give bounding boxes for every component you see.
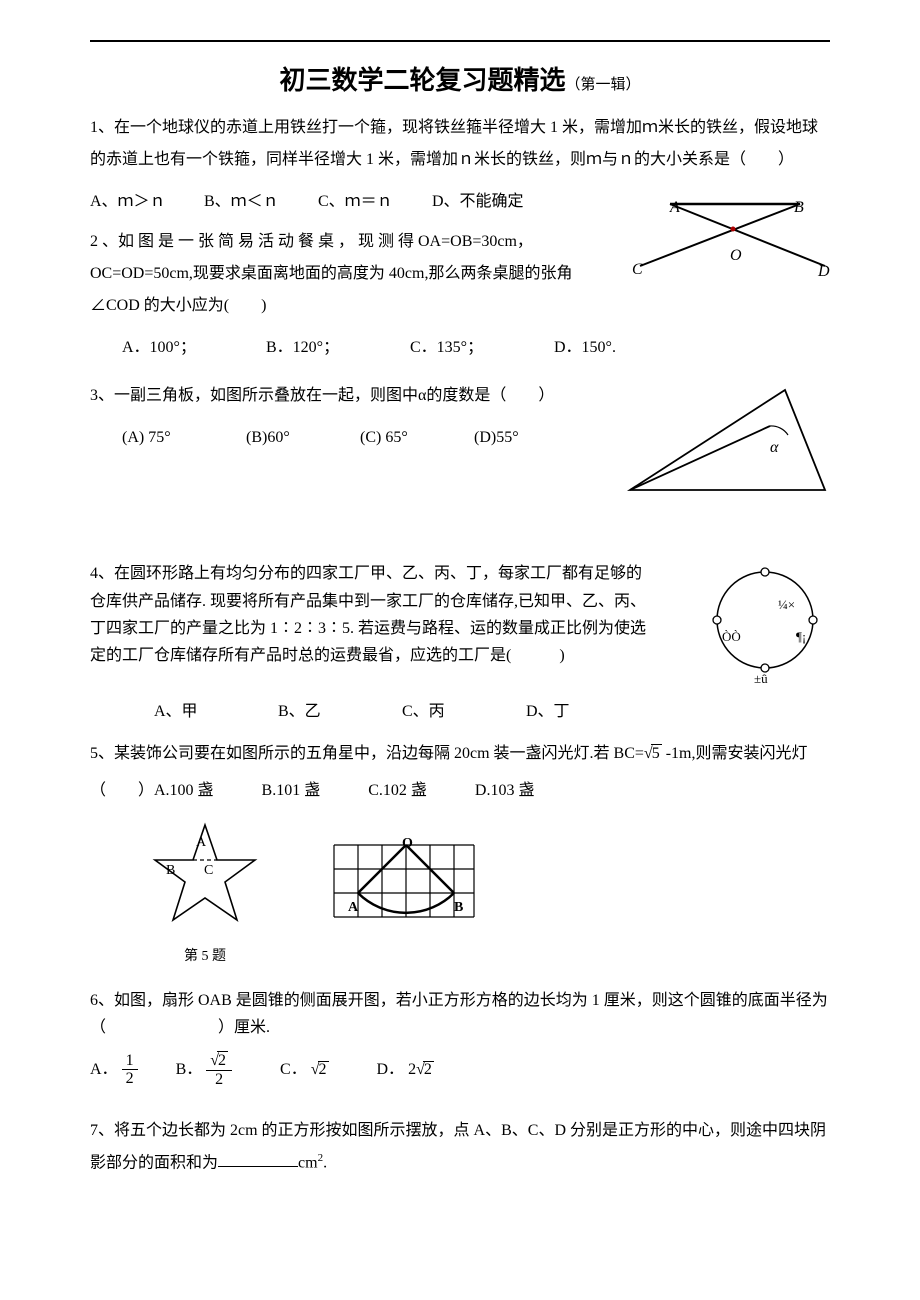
q6-opt-a-frac: 1 2 — [122, 1052, 138, 1088]
q6-opt-c-sqrt: 2 — [311, 1061, 329, 1078]
q2-opt-a: A．100°； — [122, 332, 262, 364]
q3-opt-c: (C) 65° — [360, 422, 470, 454]
question-6: 6、如图，扇形 OAB 是圆锥的侧面展开图，若小正方形方格的边长均为 1 厘米，… — [90, 987, 830, 1041]
q5-label-c: C — [204, 857, 213, 885]
q2-label-d: D — [818, 256, 830, 288]
question-5: 5、某装饰公司要在如图所示的五角星中，沿边每隔 20cm 装一盏闪光灯.若 BC… — [90, 736, 830, 810]
q5-label-a: A — [196, 829, 206, 857]
q6-label-o: O — [402, 830, 413, 858]
q6-opt-d-pre: D． — [377, 1062, 405, 1078]
q6-opt-b-pre: B． — [176, 1062, 203, 1078]
q3-opt-d: (D)55° — [474, 422, 519, 454]
q4-opt-d: D、丁 — [526, 696, 570, 728]
title-sub: （第一辑） — [566, 77, 641, 93]
page-title: 初三数学二轮复习题精选（第一辑） — [90, 62, 830, 98]
q6-figure: O A B — [324, 820, 494, 952]
question-7: 7、将五个边长都为 2cm 的正方形按如图所示摆放，点 A、B、C、D 分别是正… — [90, 1115, 830, 1179]
q2-options: A．100°； B．120°； C．135°； D．150°. — [90, 332, 830, 364]
q2-opt-b: B．120°； — [266, 332, 406, 364]
q4-opt-c: C、丙 — [402, 696, 522, 728]
q7-text-c: . — [323, 1154, 327, 1171]
q4-text: 4、在圆环形路上有均匀分布的四家工厂甲、乙、丙、丁，每家工厂都有足够的仓库供产品… — [90, 565, 646, 664]
q6-text: 6、如图，扇形 OAB 是圆锥的侧面展开图，若小正方形方格的边长均为 1 厘米，… — [90, 992, 828, 1036]
q5-sqrt: 5 — [644, 736, 662, 773]
top-rule — [90, 40, 830, 42]
q2-opt-c: C．135°； — [410, 332, 550, 364]
q2-label-b: B — [794, 192, 804, 224]
q5-text-a: 5、某装饰公司要在如图所示的五角星中，沿边每隔 20cm 装一盏闪光灯.若 BC… — [90, 745, 644, 762]
q6-opt-a-pre: A． — [90, 1062, 118, 1078]
q1-text: 1、在一个地球仪的赤道上用铁丝打一个箍，现将铁丝箍半径增大 1 米，需增加ｍ米长… — [90, 119, 818, 168]
q3-figure: α — [620, 380, 830, 544]
q3-label-alpha: α — [770, 439, 778, 456]
q3-text: 3、一副三角板，如图所示叠放在一起，则图中α的度数是（ ） — [90, 387, 554, 404]
q1-opt-a: A、ｍ＞ｎ — [90, 186, 200, 218]
question-4: 4、在圆环形路上有均匀分布的四家工厂甲、乙、丙、丁，每家工厂都有足够的仓库供产品… — [90, 560, 650, 669]
q4-node-3: ±û — [754, 666, 768, 692]
title-main: 初三数学二轮复习题精选 — [279, 65, 565, 95]
question-1: 1、在一个地球仪的赤道上用铁丝打一个箍，现将铁丝箍半径增大 1 米，需增加ｍ米长… — [90, 112, 830, 176]
q5-caption: 第 5 题 — [130, 943, 280, 971]
q6-opt-d-coef: 2 — [408, 1062, 416, 1078]
q7-text-b: cm — [298, 1154, 318, 1171]
q4-node-2: ¶¡ — [796, 624, 806, 650]
q7-blank — [218, 1150, 298, 1167]
q4-node-1: ¼× — [778, 592, 795, 618]
q6-label-b: B — [454, 894, 463, 922]
q2-label-c: C — [632, 254, 643, 286]
q1-opt-b: B、ｍ＜ｎ — [204, 186, 314, 218]
q1-opt-d: D、不能确定 — [432, 186, 524, 218]
q2-label-a: A — [670, 192, 680, 224]
q7-text-a: 7、将五个边长都为 2cm 的正方形按如图所示摆放，点 A、B、C、D 分别是正… — [90, 1122, 826, 1171]
q2-text: 2 、如 图 是 一 张 简 易 活 动 餐 桌 ， 现 测 得 OA=OB=3… — [90, 233, 572, 314]
q5-figure: A B C 第 5 题 — [130, 820, 280, 971]
q6-label-a: A — [348, 894, 358, 922]
figure-row: A B C 第 5 题 — [90, 820, 830, 971]
q3-opt-b: (B)60° — [246, 422, 356, 454]
q3-opt-a: (A) 75° — [122, 422, 242, 454]
q6-options: A． 1 2 B． 2 2 C． 2 D． 22 — [90, 1051, 830, 1088]
q6-opt-d-sqrt: 2 — [416, 1061, 434, 1078]
q5-label-b: B — [166, 857, 175, 885]
q2-label-o: O — [730, 240, 742, 272]
q1-opt-c: C、ｍ＝ｎ — [318, 186, 428, 218]
q4-opt-a: A、甲 — [154, 696, 274, 728]
q6-opt-c-pre: C． — [280, 1062, 307, 1078]
q2-figure: A B O C D — [630, 186, 830, 288]
q2-opt-d: D．150°. — [554, 332, 616, 364]
q4-node-4: ÒÒ — [722, 624, 741, 650]
q4-figure: ¼× ¶¡ ±û ÒÒ — [700, 560, 830, 692]
question-2: 2 、如 图 是 一 张 简 易 活 动 餐 桌 ， 现 测 得 OA=OB=3… — [90, 226, 610, 322]
q6-opt-b-frac: 2 2 — [206, 1051, 232, 1088]
q4-options: A、甲 B、乙 C、丙 D、丁 — [90, 696, 830, 728]
q4-opt-b: B、乙 — [278, 696, 398, 728]
